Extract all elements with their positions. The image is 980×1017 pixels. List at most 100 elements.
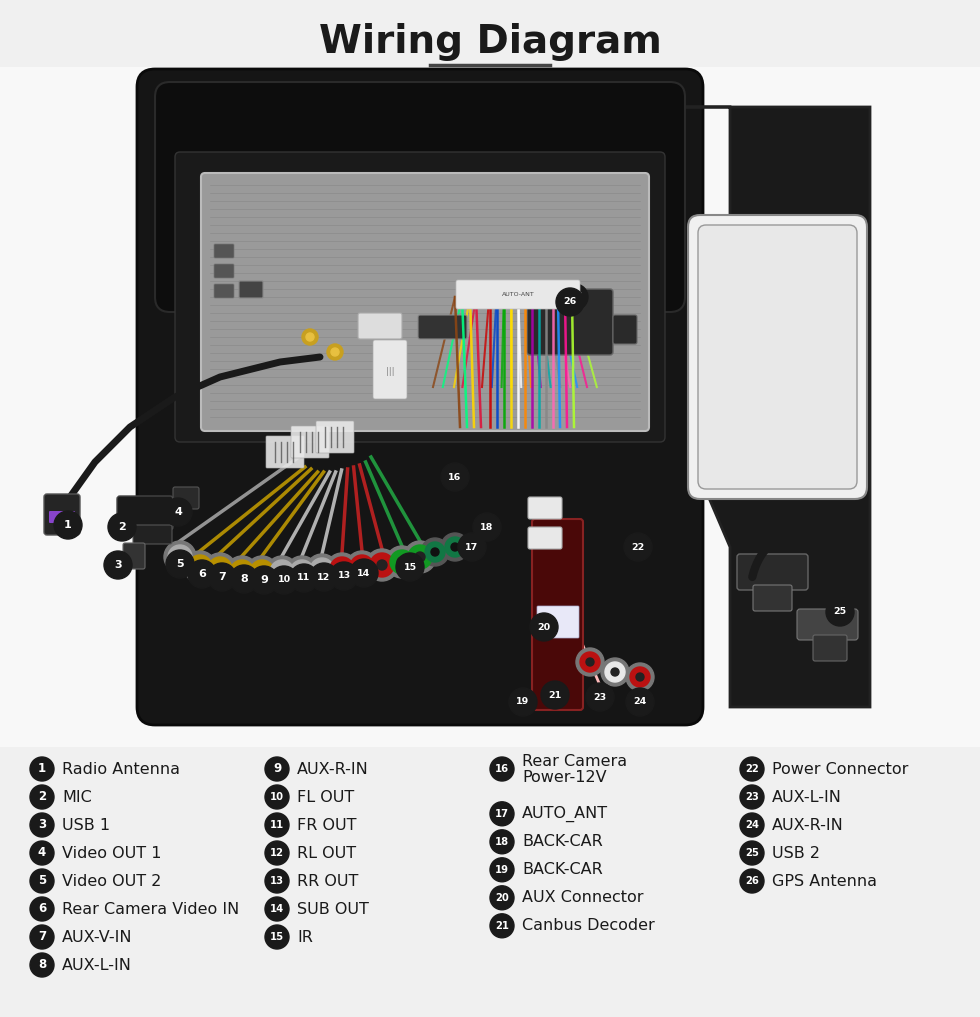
Circle shape — [166, 550, 194, 578]
Text: 14: 14 — [358, 569, 370, 578]
Circle shape — [204, 553, 236, 585]
Text: 19: 19 — [495, 864, 509, 875]
FancyBboxPatch shape — [214, 244, 234, 258]
Text: 9: 9 — [260, 575, 268, 585]
Text: 5: 5 — [176, 559, 184, 569]
Text: AUX-L-IN: AUX-L-IN — [772, 789, 842, 804]
FancyBboxPatch shape — [49, 511, 75, 523]
Text: 9: 9 — [272, 763, 281, 776]
Text: Wiring Diagram: Wiring Diagram — [318, 23, 662, 61]
Circle shape — [451, 543, 459, 551]
Text: 20: 20 — [495, 893, 509, 903]
Circle shape — [458, 533, 486, 561]
Circle shape — [390, 550, 414, 574]
Text: AUX-L-IN: AUX-L-IN — [62, 957, 132, 972]
Text: 13: 13 — [270, 876, 284, 886]
Text: 22: 22 — [631, 542, 645, 551]
Text: 5: 5 — [38, 875, 46, 888]
Circle shape — [265, 813, 289, 837]
FancyBboxPatch shape — [813, 635, 847, 661]
Text: 4: 4 — [174, 507, 182, 517]
Text: 18: 18 — [480, 523, 494, 532]
Circle shape — [30, 757, 54, 781]
Circle shape — [337, 564, 347, 574]
FancyBboxPatch shape — [173, 487, 199, 508]
Circle shape — [826, 598, 854, 626]
Text: Canbus Decoder: Canbus Decoder — [522, 918, 655, 934]
Circle shape — [740, 841, 764, 865]
FancyBboxPatch shape — [537, 606, 579, 638]
Text: 17: 17 — [466, 542, 478, 551]
Circle shape — [30, 785, 54, 809]
Text: 12: 12 — [270, 848, 284, 858]
Circle shape — [270, 566, 298, 594]
Circle shape — [30, 953, 54, 977]
Text: 13: 13 — [337, 572, 351, 581]
Text: AUX-V-IN: AUX-V-IN — [62, 930, 132, 945]
FancyBboxPatch shape — [155, 82, 685, 312]
Text: FR OUT: FR OUT — [297, 818, 357, 833]
Text: 8: 8 — [240, 574, 248, 584]
Circle shape — [306, 554, 338, 586]
Text: CAN: CAN — [553, 608, 562, 626]
Circle shape — [530, 613, 558, 641]
Circle shape — [630, 667, 650, 687]
Circle shape — [556, 288, 584, 316]
Circle shape — [195, 562, 205, 572]
Circle shape — [586, 683, 614, 711]
Circle shape — [265, 757, 289, 781]
Text: 12: 12 — [318, 573, 330, 582]
Circle shape — [740, 757, 764, 781]
Text: Power-12V: Power-12V — [522, 771, 607, 785]
Text: GPS Antenna: GPS Antenna — [772, 874, 877, 889]
Circle shape — [257, 567, 267, 577]
Circle shape — [265, 841, 289, 865]
FancyBboxPatch shape — [456, 280, 580, 309]
Text: 21: 21 — [549, 691, 562, 700]
Circle shape — [164, 541, 196, 573]
FancyBboxPatch shape — [737, 554, 808, 590]
Text: 11: 11 — [297, 574, 311, 583]
Circle shape — [30, 869, 54, 893]
Circle shape — [306, 333, 314, 341]
Circle shape — [740, 785, 764, 809]
Circle shape — [208, 557, 232, 581]
FancyBboxPatch shape — [528, 527, 562, 549]
Text: AUTO_ANT: AUTO_ANT — [522, 805, 609, 822]
FancyBboxPatch shape — [418, 315, 467, 339]
Circle shape — [237, 567, 247, 577]
Circle shape — [626, 687, 654, 716]
Text: BACK-CAR: BACK-CAR — [522, 834, 603, 849]
FancyBboxPatch shape — [358, 313, 402, 339]
FancyBboxPatch shape — [44, 494, 80, 535]
Circle shape — [265, 869, 289, 893]
Circle shape — [421, 538, 449, 566]
Circle shape — [611, 668, 619, 676]
Text: AUX Connector: AUX Connector — [522, 890, 644, 905]
Text: 19: 19 — [516, 698, 529, 707]
Circle shape — [290, 564, 318, 592]
Circle shape — [490, 830, 514, 854]
Circle shape — [164, 498, 192, 526]
Text: 26: 26 — [745, 876, 759, 886]
Circle shape — [317, 565, 327, 575]
Text: |||: ||| — [386, 367, 394, 376]
Circle shape — [168, 545, 192, 569]
Circle shape — [636, 673, 644, 681]
Circle shape — [397, 557, 407, 567]
Text: 1: 1 — [64, 520, 72, 530]
Circle shape — [350, 559, 378, 587]
FancyBboxPatch shape — [532, 519, 583, 710]
Circle shape — [108, 513, 136, 541]
Circle shape — [330, 562, 358, 590]
Circle shape — [286, 556, 318, 588]
Text: 16: 16 — [495, 764, 509, 774]
Circle shape — [310, 563, 338, 591]
FancyBboxPatch shape — [175, 152, 665, 442]
Text: 23: 23 — [745, 792, 759, 802]
Circle shape — [208, 563, 236, 591]
Circle shape — [586, 658, 594, 666]
Circle shape — [30, 813, 54, 837]
Text: 1: 1 — [38, 763, 46, 776]
Circle shape — [366, 549, 398, 581]
